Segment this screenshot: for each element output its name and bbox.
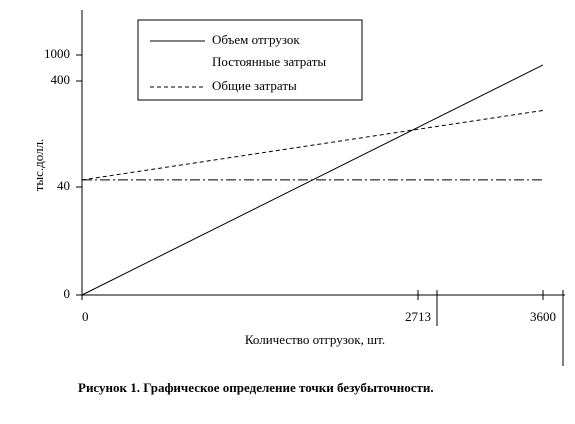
x-tick-label: 0 — [82, 309, 89, 324]
x-tick-label: 2713 — [405, 309, 431, 324]
x-axis-label: Количество отгрузок, шт. — [245, 332, 385, 347]
y-tick-label: 400 — [51, 72, 71, 87]
y-axis-label: тыс.долл. — [31, 139, 46, 192]
series-line — [81, 109, 544, 181]
chart-title: Рисунок 1. Графическое определение точки… — [78, 380, 434, 395]
legend-box — [137, 19, 363, 101]
y-tick-label: 1000 — [44, 46, 70, 61]
x-tick-label: 3600 — [530, 309, 556, 324]
legend-label: Общие затраты — [212, 78, 297, 93]
legend-label: Объем отгрузок — [212, 32, 300, 47]
y-tick-label: 0 — [64, 286, 71, 301]
y-tick-label: 40 — [57, 178, 70, 193]
legend-label: Постоянные затраты — [212, 54, 326, 69]
